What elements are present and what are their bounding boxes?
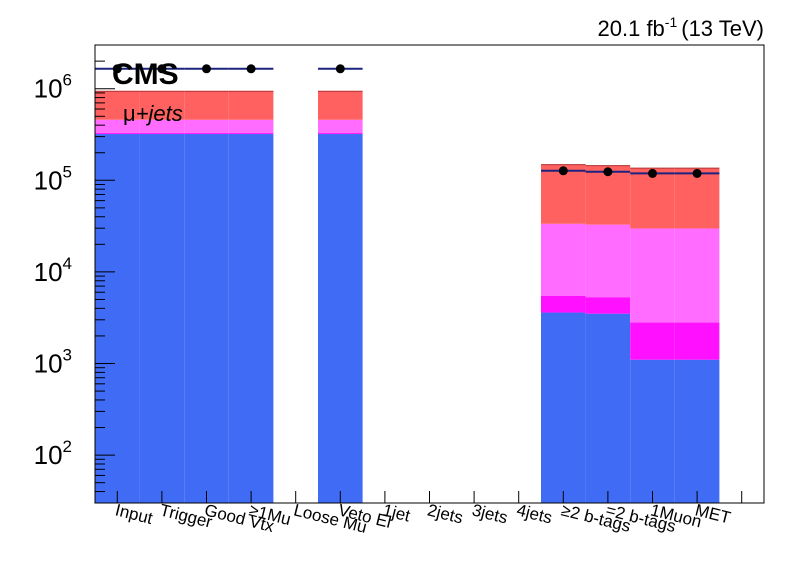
channel-mu: μ (123, 101, 136, 126)
bar-blue-11 (585, 313, 631, 503)
lumi-label: 20.1 fb-1 (13 TeV) (598, 14, 764, 41)
y-tick-label-1: 103 (34, 346, 72, 379)
cms-label: CMS (112, 58, 179, 91)
data-points (95, 64, 720, 178)
y-tick-label-exp: 4 (63, 254, 72, 273)
channel-label: μ+jets (123, 101, 183, 126)
bar-magenta-2 (184, 133, 229, 135)
y-tick-label-0: 102 (34, 437, 72, 470)
bar-red-5 (318, 91, 363, 120)
bar-blue-0 (95, 134, 140, 503)
y-tick-label-exp: 6 (63, 71, 72, 90)
bar-magenta-11 (585, 297, 631, 314)
bar-pink-5 (318, 119, 363, 134)
bar-magenta-13 (674, 322, 720, 360)
data-point-11 (603, 167, 613, 177)
bar-blue-13 (674, 359, 720, 503)
bar-pink-10 (541, 223, 586, 296)
data-point-13 (692, 168, 702, 178)
bar-red-0 (95, 91, 140, 120)
channel-rest: +jets (136, 101, 183, 126)
bar-magenta-10 (541, 295, 586, 313)
bar-magenta-0 (95, 133, 140, 135)
x-tick-label-0: Input (113, 500, 155, 528)
lumi-value: 20.1 fb (598, 16, 665, 41)
bar-red-1 (139, 91, 185, 120)
bar-pink-0 (95, 119, 140, 134)
y-tick-label-base: 10 (34, 165, 63, 195)
bar-blue-2 (184, 134, 229, 503)
bar-red-2 (184, 91, 229, 120)
bar-magenta-5 (318, 133, 363, 135)
y-tick-label-exp: 3 (63, 346, 72, 365)
bar-magenta-12 (630, 322, 675, 360)
bar-red-3 (228, 91, 274, 120)
bar-blue-5 (318, 134, 363, 503)
data-point-0 (112, 64, 122, 74)
bar-pink-12 (630, 228, 675, 323)
data-point-10 (558, 166, 568, 176)
bar-blue-10 (541, 312, 586, 503)
y-tick-label-base: 10 (34, 349, 63, 379)
lumi-energy: (13 TeV) (681, 16, 764, 41)
bar-magenta-1 (139, 133, 185, 135)
bar-pink-11 (585, 224, 631, 298)
data-point-5 (335, 64, 345, 74)
bar-blue-1 (139, 134, 185, 503)
bar-blue-12 (630, 359, 675, 503)
y-tick-label-base: 10 (34, 74, 63, 104)
bar-pink-3 (228, 119, 274, 134)
data-point-12 (648, 168, 657, 178)
y-tick-label-base: 10 (34, 440, 63, 470)
y-tick-label-exp: 2 (63, 437, 72, 456)
data-point-1 (157, 64, 167, 74)
y-tick-label-exp: 5 (63, 162, 72, 181)
bar-pink-2 (184, 119, 229, 134)
bar-red-13 (674, 168, 720, 229)
bar-red-12 (630, 168, 675, 229)
x-ticks (116, 491, 743, 503)
y-tick-label-3: 105 (34, 162, 72, 195)
y-tick-label-base: 10 (34, 257, 63, 287)
x-tick-label-8: 3jets (470, 500, 509, 527)
y-ticks (95, 44, 115, 504)
data-point-2 (202, 64, 211, 74)
lumi-exponent: -1 (665, 14, 678, 30)
stacked-bars (95, 90, 720, 503)
bar-pink-13 (674, 228, 720, 323)
bar-magenta-3 (228, 133, 274, 135)
y-tick-label-4: 106 (34, 71, 72, 104)
x-tick-label-7: 2jets (426, 500, 465, 527)
bar-pink-1 (139, 119, 185, 134)
data-point-3 (246, 64, 256, 74)
bar-blue-3 (228, 134, 274, 503)
x-tick-label-9: 4jets (515, 500, 554, 527)
y-tick-label-2: 104 (34, 254, 72, 287)
